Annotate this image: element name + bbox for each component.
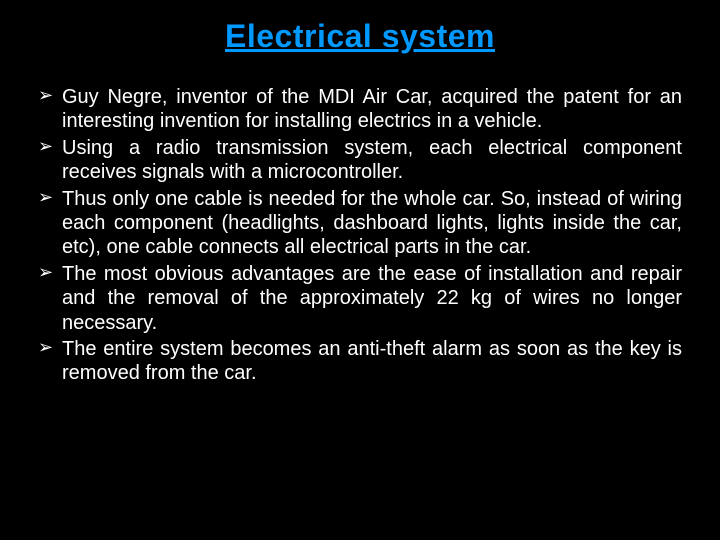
bullet-list: Guy Negre, inventor of the MDI Air Car, … [28,85,692,386]
list-item: Guy Negre, inventor of the MDI Air Car, … [38,85,682,134]
list-item: The most obvious advantages are the ease… [38,262,682,335]
list-item: The entire system becomes an anti-theft … [38,337,682,386]
list-item: Thus only one cable is needed for the wh… [38,187,682,260]
slide-title: Electrical system [28,18,692,55]
list-item: Using a radio transmission system, each … [38,136,682,185]
slide-container: Electrical system Guy Negre, inventor of… [0,0,720,540]
